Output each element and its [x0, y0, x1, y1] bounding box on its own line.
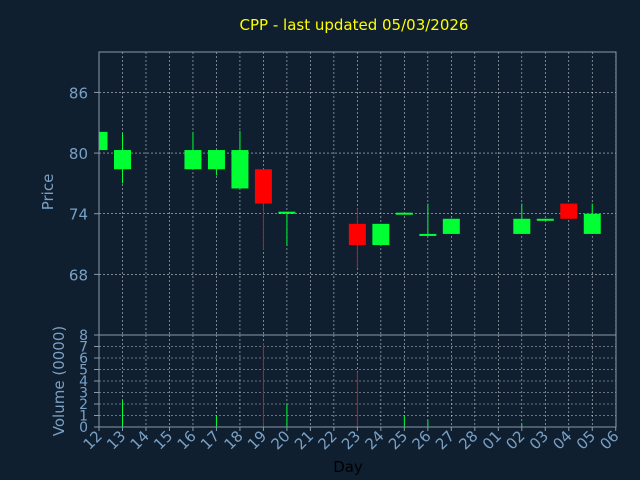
candle-body: [231, 150, 249, 189]
candle-body: [207, 150, 225, 170]
volume-axis-label: Volume (0000): [50, 326, 68, 436]
price-axis-label: Price: [39, 174, 57, 211]
x-tick-label: 03: [526, 427, 552, 453]
candle-body: [278, 211, 296, 214]
price-candles: [98, 130, 601, 269]
candle-body: [513, 218, 531, 234]
candle-body: [372, 223, 390, 246]
x-tick-label: 05: [573, 427, 599, 453]
x-tick-label: 22: [314, 427, 340, 453]
candle-body: [536, 218, 554, 221]
x-tick-label: 15: [150, 427, 176, 453]
price-grid: [98, 52, 617, 335]
volume-y-tick-label: 2: [79, 397, 88, 413]
volume-y-tick-label: 8: [79, 328, 88, 344]
x-tick-label: 18: [221, 427, 247, 453]
candle-body: [99, 131, 108, 151]
price-y-tick-label: 86: [69, 84, 88, 102]
x-tick-label: 19: [244, 427, 270, 453]
x-tick-label: 26: [408, 427, 434, 453]
x-tick-label: 06: [596, 427, 622, 453]
x-tick-label: 20: [268, 427, 294, 453]
price-y-tick-label: 80: [69, 145, 88, 163]
volume-y-tick-label: 0: [79, 420, 88, 436]
candle-body: [560, 203, 578, 219]
chart-title: CPP - last updated 05/03/2026: [240, 16, 469, 34]
x-tick-label: 21: [291, 427, 317, 453]
candle-body: [254, 169, 272, 204]
volume-y-tick-label: 1: [79, 409, 88, 425]
volume-y-tick-label: 3: [79, 386, 88, 402]
x-tick-label: 13: [103, 427, 129, 453]
price-y-tick-label: 74: [69, 206, 88, 224]
volume-y-tick-label: 6: [79, 351, 88, 367]
volume-y-tick-label: 5: [79, 363, 88, 379]
x-tick-label: 14: [127, 427, 153, 453]
x-axis-label: Day: [333, 458, 363, 476]
price-y-ticks: 86 80 74 68: [69, 84, 99, 284]
x-tick-label: 16: [174, 427, 200, 453]
candle-body: [395, 212, 413, 215]
x-tick-label: 23: [338, 427, 364, 453]
volume-bars: [121, 343, 523, 427]
x-tick-label: 01: [479, 427, 505, 453]
candle-body: [113, 150, 131, 170]
x-tick-label: 02: [502, 427, 528, 453]
volume-y-tick-label: 4: [79, 374, 88, 390]
x-tick-label: 25: [385, 427, 411, 453]
price-y-tick-label: 68: [69, 266, 88, 284]
candle-body: [348, 223, 366, 246]
candle-body: [419, 233, 437, 236]
x-tick-label: 24: [361, 427, 387, 453]
candle-body: [583, 213, 601, 234]
x-tick-label: 27: [432, 427, 458, 453]
x-tick-label: 28: [455, 427, 481, 453]
volume-y-tick-label: 7: [79, 340, 88, 356]
candle-body: [184, 150, 202, 170]
x-ticks: 1213141516171819202122232425262728010203…: [80, 427, 623, 453]
x-tick-label: 17: [197, 427, 223, 453]
x-tick-label: 04: [549, 427, 575, 453]
candle-body: [442, 218, 460, 234]
